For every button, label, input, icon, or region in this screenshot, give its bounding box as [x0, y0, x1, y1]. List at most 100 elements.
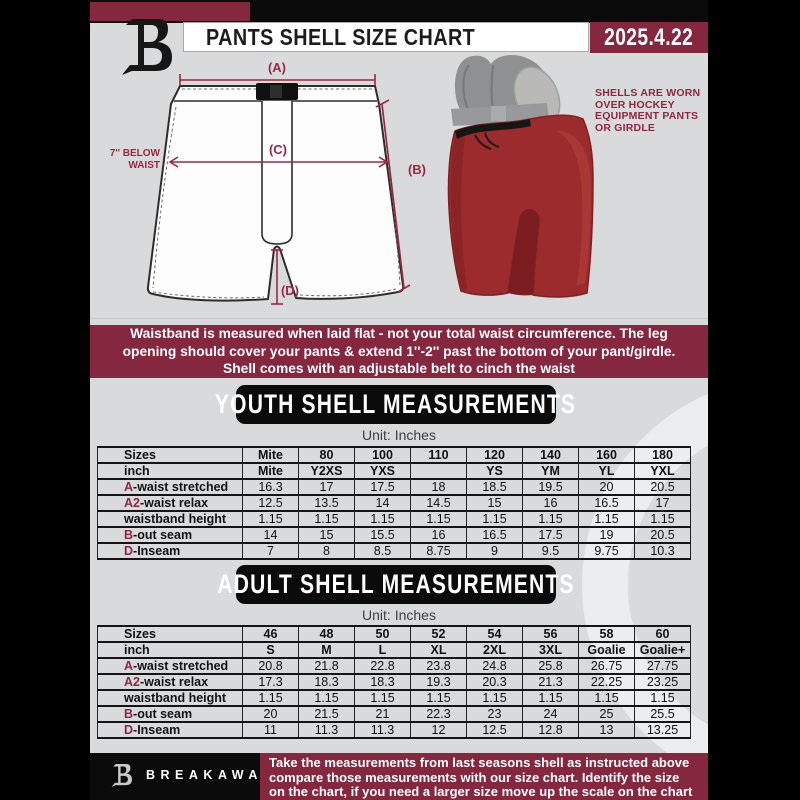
row-label: A-waist stretched: [97, 478, 243, 496]
table-row: D-Inseam 11 11.3 11.3 12 12.5 12.8 13 13.25: [97, 721, 691, 739]
below-waist-note-line1: 7'' BELOW: [110, 148, 161, 159]
cell-value: 46: [242, 625, 299, 643]
flyer-page: PANTS SHELL SIZE CHART 2025.4.22: [90, 0, 708, 800]
cell-value: 1.15: [298, 510, 355, 528]
row-label: B-out seam: [97, 705, 243, 723]
row-label: waistband height: [97, 689, 243, 707]
cell-value: 21.3: [522, 673, 579, 691]
table-row: D-Inseam 7 8 8.5 8.75 9 9.5 9.75 10.3: [97, 542, 691, 560]
row-label: Sizes: [97, 446, 243, 464]
row-label-prefix: A2: [124, 495, 140, 510]
marker-c-label: (C): [269, 142, 287, 157]
cell-value: M: [298, 641, 355, 659]
cell-value: 1.15: [578, 510, 635, 528]
row-label: B-out seam: [97, 526, 243, 544]
marker-a-label: (A): [268, 60, 286, 75]
cell-value: Goalie: [578, 641, 635, 659]
cell-value: 23.8: [410, 657, 467, 675]
cell-value: 12: [410, 721, 467, 739]
footer-line: Take the measurements from last seasons …: [269, 755, 690, 770]
youth-section-title: YOUTH SHELL MEASUREMENTS: [215, 389, 577, 419]
adult-size-table: Sizes 46 48 50 52 54 56 58 60 inch S M L XL 2XL 3XL Goal…: [97, 625, 691, 739]
table-row: Sizes 46 48 50 52 54 56 58 60: [97, 625, 691, 643]
row-label: A2-waist relax: [97, 673, 243, 691]
table-row: A-waist stretched 20.8 21.8 22.8 23.8 24.8 25.…: [97, 657, 691, 675]
cell-value: 18.3: [298, 673, 355, 691]
cell-value: L: [354, 641, 411, 659]
cell-value: YXL: [634, 462, 691, 480]
cell-value: 25.8: [522, 657, 579, 675]
below-waist-note-line2: WAIST: [128, 160, 160, 171]
cell-value: 16.3: [242, 478, 299, 496]
cell-value: 52: [410, 625, 467, 643]
cell-value: 100: [354, 446, 411, 464]
cell-value: 17.5: [522, 526, 579, 544]
cell-value: 13.5: [298, 494, 355, 512]
cell-value: 1.15: [522, 689, 579, 707]
cell-value: 9: [466, 542, 523, 560]
cell-value: 14: [354, 494, 411, 512]
date-text: 2025.4.22: [604, 23, 694, 51]
youth-section-banner: YOUTH SHELL MEASUREMENTS: [215, 385, 575, 424]
breakaway-logo-icon: [111, 764, 132, 787]
cell-value: S: [242, 641, 299, 659]
cell-value: 1.15: [410, 689, 467, 707]
marker-d-label: (D): [281, 283, 299, 298]
cell-value: 8.5: [354, 542, 411, 560]
photo-note-line: EQUIPMENT PANTS: [595, 110, 699, 122]
cell-value: 8.75: [410, 542, 467, 560]
shell-product-photo: [447, 55, 594, 298]
cell-value: Mite: [242, 446, 299, 464]
row-label: inch: [97, 641, 243, 659]
cell-value: 180: [634, 446, 691, 464]
cell-value: 1.15: [242, 689, 299, 707]
cell-value: 48: [298, 625, 355, 643]
cell-value: YM: [522, 462, 579, 480]
row-label-prefix: D: [124, 722, 134, 737]
cell-value: 22.8: [354, 657, 411, 675]
cell-value: 11.3: [354, 721, 411, 739]
cell-value: 24.8: [466, 657, 523, 675]
cell-value: 18: [410, 478, 467, 496]
cell-value: 1.15: [522, 510, 579, 528]
cell-value: 16: [522, 494, 579, 512]
table-row: Sizes Mite 80 100 110 120 140 160 180: [97, 446, 691, 464]
cell-value: 26.75: [578, 657, 635, 675]
cell-value: 25.5: [634, 705, 691, 723]
cell-value: 1.15: [298, 689, 355, 707]
cell-value: 11.3: [298, 721, 355, 739]
cell-value: 23: [466, 705, 523, 723]
cell-value: 22.3: [410, 705, 467, 723]
cell-value: 1.15: [634, 510, 691, 528]
row-label: Sizes: [97, 625, 243, 643]
cell-value: 20.8: [242, 657, 299, 675]
cell-value: 21: [354, 705, 411, 723]
photo-note: SHELLS ARE WORN OVER HOCKEY EQUIPMENT PA…: [595, 87, 707, 134]
cell-value: 50: [354, 625, 411, 643]
notice-line: opening should cover your pants & extend…: [122, 343, 676, 359]
cell-value: 13.25: [634, 721, 691, 739]
footer: BREAKAWAY Take the measurements from las…: [90, 753, 708, 800]
section-divider: [90, 318, 708, 319]
row-label-prefix: A: [124, 479, 134, 494]
cell-value: 56: [522, 625, 579, 643]
cell-value: 120: [466, 446, 523, 464]
cell-value: 20.5: [634, 478, 691, 496]
cell-value: 14.5: [410, 494, 467, 512]
cell-value: 15.5: [354, 526, 411, 544]
footer-line: on the chart, if you need a larger size …: [269, 784, 693, 800]
cell-value: 19.5: [522, 478, 579, 496]
notice-line: Shell comes with an adjustable belt to c…: [223, 361, 575, 377]
cell-value: 1.15: [410, 510, 467, 528]
cell-value: 23.25: [634, 673, 691, 691]
footer-instructions: Take the measurements from last seasons …: [260, 753, 708, 800]
cell-value: 16: [410, 526, 467, 544]
cell-value: 17: [298, 478, 355, 496]
cell-value: 160: [578, 446, 635, 464]
row-label: A2-waist relax: [97, 494, 243, 512]
marker-b-label: (B): [408, 162, 426, 177]
cell-value: YS: [466, 462, 523, 480]
cell-value: 7: [242, 542, 299, 560]
adult-section-title: ADULT SHELL MEASUREMENTS: [217, 569, 575, 599]
